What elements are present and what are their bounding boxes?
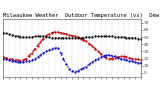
Text: Milwaukee Weather  Outdoor Temperature (vs)  Dew Point (Last 24 Hours): Milwaukee Weather Outdoor Temperature (v… bbox=[3, 13, 160, 18]
